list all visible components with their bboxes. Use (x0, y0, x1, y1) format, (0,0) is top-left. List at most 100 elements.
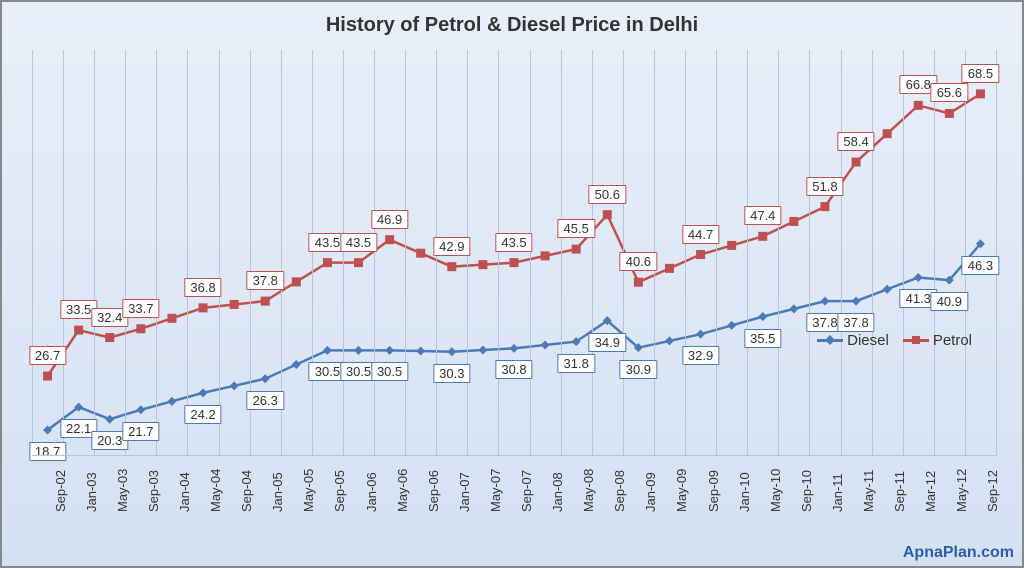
grid-line (312, 50, 313, 455)
marker-petrol (789, 217, 798, 226)
grid-line (778, 50, 779, 455)
legend-item-diesel: Diesel (817, 332, 889, 349)
grid-line (94, 50, 95, 455)
marker-petrol (883, 129, 892, 138)
data-label-diesel: 35.5 (744, 329, 781, 348)
marker-diesel (696, 330, 705, 339)
data-label-diesel: 31.8 (558, 354, 595, 373)
grid-line (996, 50, 997, 455)
x-axis-label: Sep-08 (612, 470, 627, 512)
x-axis-label: Jan-08 (550, 472, 565, 512)
data-label-diesel: 34.9 (589, 333, 626, 352)
x-axis-label: Sep-06 (426, 470, 441, 512)
data-label-petrol: 26.7 (29, 346, 66, 365)
x-axis-label: May-05 (301, 469, 316, 512)
legend-item-petrol: Petrol (903, 332, 972, 349)
marker-petrol (43, 372, 52, 381)
grid-line (63, 50, 64, 455)
marker-petrol (541, 251, 550, 260)
marker-diesel (510, 344, 519, 353)
x-axis-label: May-07 (488, 469, 503, 512)
marker-diesel (354, 346, 363, 355)
x-axis-label: May-09 (674, 469, 689, 512)
marker-petrol (945, 109, 954, 118)
marker-petrol (199, 303, 208, 312)
data-label-petrol: 42.9 (433, 237, 470, 256)
chart-title: History of Petrol & Diesel Price in Delh… (2, 2, 1022, 37)
data-label-diesel: 18.7 (29, 442, 66, 461)
data-label-petrol: 37.8 (247, 271, 284, 290)
data-label-diesel: 26.3 (247, 391, 284, 410)
marker-petrol (852, 158, 861, 167)
data-label-petrol: 50.6 (589, 185, 626, 204)
marker-diesel (665, 336, 674, 345)
marker-diesel (820, 297, 829, 306)
data-label-petrol: 33.7 (122, 299, 159, 318)
marker-petrol (820, 202, 829, 211)
x-axis-label: May-03 (115, 469, 130, 512)
x-axis-label: Sep-07 (519, 470, 534, 512)
marker-petrol (354, 258, 363, 267)
data-label-petrol: 51.8 (806, 177, 843, 196)
data-label-petrol: 44.7 (682, 225, 719, 244)
grid-line (156, 50, 157, 455)
marker-diesel (852, 297, 861, 306)
marker-petrol (665, 264, 674, 273)
x-axis-label: Sep-09 (706, 470, 721, 512)
grid-line (374, 50, 375, 455)
marker-petrol (478, 260, 487, 269)
data-label-petrol: 58.4 (837, 132, 874, 151)
grid-line (747, 50, 748, 455)
marker-diesel (199, 388, 208, 397)
data-label-petrol: 43.5 (340, 233, 377, 252)
grid-line (685, 50, 686, 455)
grid-line (903, 50, 904, 455)
marker-petrol (976, 89, 985, 98)
legend-label: Diesel (847, 332, 889, 349)
marker-diesel (136, 405, 145, 414)
marker-petrol (510, 258, 519, 267)
grid-line (219, 50, 220, 455)
x-axis-label: May-11 (861, 470, 876, 512)
data-label-petrol: 36.8 (184, 278, 221, 297)
marker-diesel (261, 374, 270, 383)
x-axis-label: May-08 (581, 469, 596, 512)
grid-line (187, 50, 188, 455)
grid-line (498, 50, 499, 455)
marker-diesel (789, 304, 798, 313)
data-label-diesel: 24.2 (184, 405, 221, 424)
marker-petrol (572, 245, 581, 254)
x-axis-label: Jan-03 (84, 472, 99, 512)
x-axis-label: Jan-10 (737, 472, 752, 512)
chart-container: History of Petrol & Diesel Price in Delh… (0, 0, 1024, 568)
marker-petrol (603, 210, 612, 219)
marker-diesel (758, 312, 767, 321)
data-label-diesel: 30.8 (495, 360, 532, 379)
x-axis-label: Jan-05 (270, 472, 285, 512)
data-label-diesel: 32.9 (682, 346, 719, 365)
x-axis-label: Sep-10 (799, 470, 814, 512)
x-axis-label: Jan-06 (364, 472, 379, 512)
x-axis-label: Sep-11 (892, 471, 907, 512)
grid-line (965, 50, 966, 455)
marker-petrol (416, 249, 425, 258)
data-label-diesel: 37.8 (837, 313, 874, 332)
x-axis-label: May-12 (954, 469, 969, 512)
data-label-diesel: 40.9 (931, 292, 968, 311)
data-label-petrol: 40.6 (620, 252, 657, 271)
marker-petrol (447, 262, 456, 271)
plot-area: 18.722.120.321.724.226.330.530.530.530.3… (32, 50, 996, 455)
grid-line (841, 50, 842, 455)
marker-diesel (883, 285, 892, 294)
x-axis-label: Sep-12 (985, 470, 1000, 512)
data-label-petrol: 68.5 (962, 64, 999, 83)
marker-diesel (447, 347, 456, 356)
marker-petrol (634, 278, 643, 287)
x-axis-label: May-10 (768, 469, 783, 512)
x-axis-label: May-04 (208, 469, 223, 512)
grid-line (32, 50, 33, 455)
marker-petrol (323, 258, 332, 267)
marker-petrol (758, 232, 767, 241)
x-axis-label: Sep-05 (332, 470, 347, 512)
marker-petrol (727, 241, 736, 250)
